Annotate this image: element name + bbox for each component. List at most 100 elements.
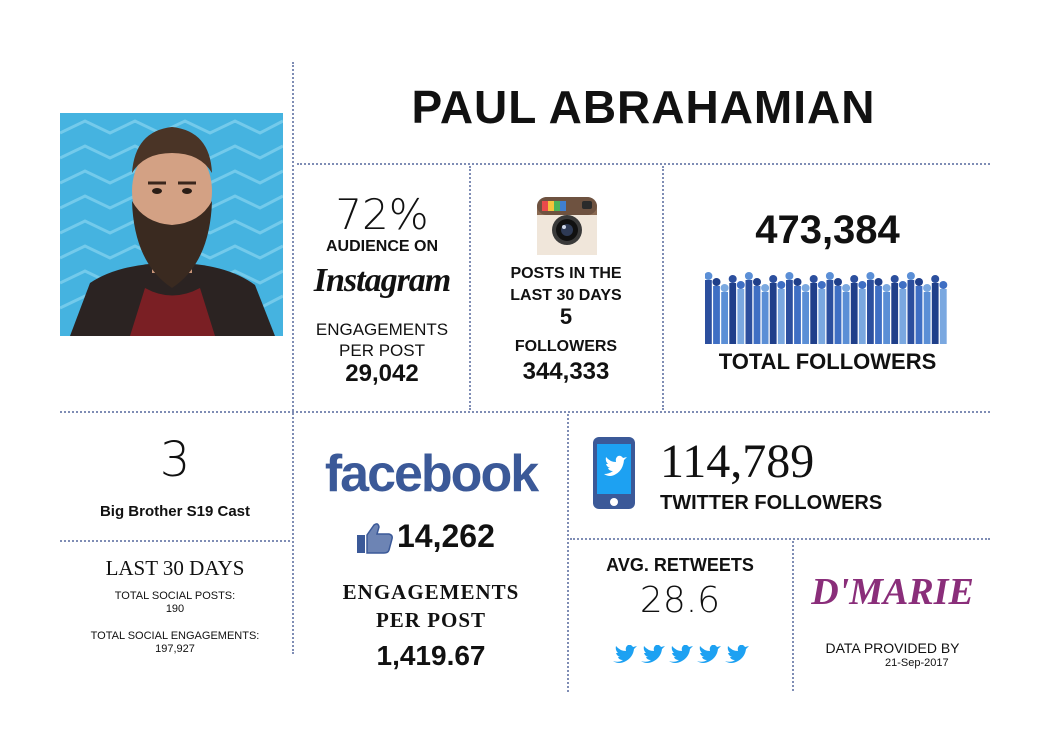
divider-retweets bbox=[792, 541, 794, 691]
last30-title: LAST 30 DAYS bbox=[105, 556, 245, 580]
divider-middle bbox=[60, 411, 990, 413]
last30-engagements-label: TOTAL SOCIAL ENGAGEMENTS: bbox=[90, 630, 260, 642]
crowd-head bbox=[825, 272, 834, 280]
crowd-head bbox=[720, 284, 729, 292]
instagram-camera-icon bbox=[536, 196, 598, 256]
ig-engagements-value: 29,042 bbox=[345, 360, 419, 387]
crowd-head bbox=[842, 284, 851, 292]
divider-ig-2 bbox=[662, 166, 664, 410]
fb-engagements-value: 1,419.67 bbox=[376, 640, 486, 671]
crowd-bar bbox=[818, 289, 826, 344]
last30-posts-label: TOTAL SOCIAL POSTS: bbox=[114, 590, 236, 602]
ig-engagements-label-1: ENGAGEMENTS bbox=[315, 320, 449, 339]
divider-twitter bbox=[570, 538, 990, 540]
audience-percent: 72% bbox=[335, 190, 429, 239]
crowd-head bbox=[753, 278, 761, 286]
crowd-head bbox=[874, 278, 883, 286]
ig-posts-label-1: POSTS IN THE bbox=[510, 265, 622, 282]
crowd-bar bbox=[842, 292, 850, 344]
ig-followers-label: FOLLOWERS bbox=[514, 338, 618, 355]
ig-followers-value: 344,333 bbox=[522, 358, 610, 385]
crowd-head bbox=[939, 281, 948, 289]
crowd-bar bbox=[867, 280, 874, 344]
crowd-head bbox=[704, 272, 713, 280]
crowd-head bbox=[785, 272, 794, 280]
twitter-bird-icon bbox=[669, 644, 693, 663]
twitter-phone-icon bbox=[592, 436, 636, 510]
total-followers-label: TOTAL FOLLOWERS bbox=[718, 349, 937, 374]
crowd-bar bbox=[753, 286, 761, 344]
crowd-bar bbox=[891, 283, 899, 344]
fb-engagements-label-2: PER POST bbox=[375, 608, 487, 632]
twitter-bird-icon bbox=[697, 644, 721, 663]
crowd-bar bbox=[745, 280, 753, 344]
total-followers-value: 473,384 bbox=[755, 208, 900, 252]
facebook-wordmark: facebook bbox=[324, 445, 539, 503]
crowd-bar bbox=[931, 283, 939, 344]
crowd-head bbox=[931, 275, 940, 283]
cast-label: Big Brother S19 Cast bbox=[99, 503, 251, 520]
crowd-head bbox=[801, 284, 810, 292]
twitter-bird-icon bbox=[725, 644, 749, 663]
facebook-likes-value: 14,262 bbox=[397, 518, 495, 554]
profile-photo bbox=[60, 113, 283, 336]
twitter-bird-icon bbox=[641, 644, 665, 663]
divider-left-cast bbox=[60, 540, 290, 542]
crowd-bar bbox=[858, 289, 866, 344]
dmarie-logo: D'MARIE bbox=[811, 571, 974, 613]
crowd-bar bbox=[810, 283, 818, 344]
crowd-head bbox=[850, 275, 859, 283]
ig-posts-value: 5 bbox=[559, 304, 573, 329]
fb-engagements-label-1: ENGAGEMENTS bbox=[342, 580, 520, 604]
crowd-bar bbox=[850, 283, 858, 344]
crowd-head bbox=[906, 272, 915, 280]
ig-engagements-label-2: PER POST bbox=[339, 341, 425, 360]
divider-ig-1 bbox=[469, 166, 471, 410]
crowd-head bbox=[834, 278, 842, 286]
crowd-bar bbox=[907, 280, 915, 344]
divider-fb-twitter bbox=[567, 414, 569, 692]
crowd-bar bbox=[939, 289, 947, 344]
crowd-head bbox=[744, 272, 753, 280]
last30-engagements-value: 197,927 bbox=[155, 643, 195, 655]
retweets-value: 28.6 bbox=[639, 580, 721, 621]
crowd-bar bbox=[883, 292, 890, 344]
crowd-head bbox=[736, 281, 745, 289]
data-provided-label: DATA PROVIDED BY bbox=[825, 640, 960, 656]
crowd-bar bbox=[786, 280, 793, 344]
crowd-head bbox=[866, 272, 875, 280]
twitter-followers-value: 114,789 bbox=[660, 435, 815, 488]
crowd-bar bbox=[769, 283, 777, 344]
crowd-bar bbox=[713, 286, 720, 344]
crowd-bar bbox=[721, 292, 728, 344]
cast-number: 3 bbox=[159, 432, 191, 488]
crowd-head bbox=[728, 275, 737, 283]
crowd-head bbox=[923, 284, 932, 292]
crowd-bar bbox=[834, 286, 842, 344]
ig-posts-label-2: LAST 30 DAYS bbox=[510, 287, 622, 304]
crowd-head bbox=[761, 284, 770, 292]
portrait-photo-icon bbox=[60, 113, 283, 336]
crowd-bar bbox=[826, 280, 834, 344]
crowd-bar bbox=[794, 286, 801, 344]
page-title: PAUL ABRAHAMIAN bbox=[411, 81, 876, 133]
crowd-head bbox=[858, 281, 867, 289]
crowd-bar bbox=[875, 286, 882, 344]
crowd-bar bbox=[923, 292, 931, 344]
crowd-head bbox=[769, 275, 778, 283]
crowd-head bbox=[882, 284, 891, 292]
audience-label: AUDIENCE ON bbox=[325, 238, 438, 255]
divider-left-vertical bbox=[292, 62, 294, 654]
crowd-head bbox=[898, 281, 907, 289]
instagram-wordmark: Instagram bbox=[313, 262, 452, 299]
retweets-label: AVG. RETWEETS bbox=[606, 555, 754, 575]
crowd-bar bbox=[761, 292, 769, 344]
crowd-bar bbox=[729, 283, 737, 344]
crowd-bar bbox=[899, 289, 907, 344]
crowd-bar bbox=[705, 280, 712, 344]
crowd-bar bbox=[915, 286, 923, 344]
divider-under-title bbox=[297, 163, 990, 165]
crowd-head bbox=[890, 275, 899, 283]
crowd-bar bbox=[737, 289, 745, 344]
crowd-head bbox=[712, 278, 721, 286]
